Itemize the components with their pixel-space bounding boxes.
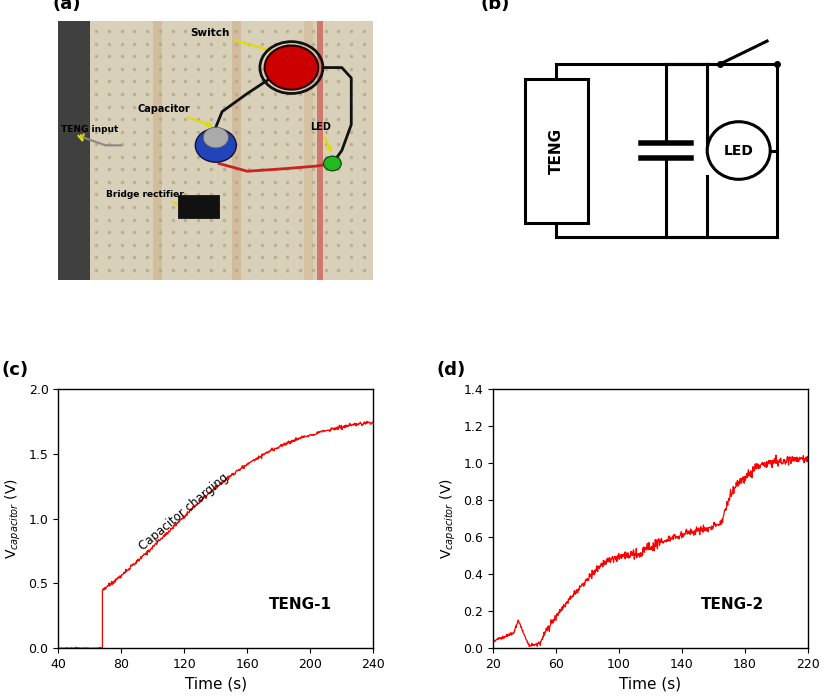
Text: TENG-1: TENG-1 <box>269 597 332 612</box>
Text: (d): (d) <box>436 360 466 378</box>
Text: Capacitor charging: Capacitor charging <box>137 471 232 553</box>
Bar <box>317 21 323 280</box>
Bar <box>152 21 162 280</box>
X-axis label: Time (s): Time (s) <box>620 677 681 691</box>
Text: TENG input: TENG input <box>62 125 119 135</box>
Circle shape <box>707 122 771 179</box>
Text: (c): (c) <box>2 360 28 378</box>
Bar <box>525 79 587 222</box>
Circle shape <box>203 127 228 148</box>
Bar <box>304 21 313 280</box>
Text: TENG: TENG <box>548 128 563 174</box>
Bar <box>178 194 219 218</box>
Bar <box>58 21 90 280</box>
Y-axis label: V$_{capacitor}$ (V): V$_{capacitor}$ (V) <box>438 478 457 559</box>
Text: (b): (b) <box>481 0 510 13</box>
Text: Switch: Switch <box>191 29 271 52</box>
Text: LED: LED <box>724 144 754 158</box>
Circle shape <box>323 156 342 171</box>
Text: LED: LED <box>311 122 332 151</box>
Text: Capacitor: Capacitor <box>137 104 211 126</box>
Y-axis label: V$_{capacitor}$ (V): V$_{capacitor}$ (V) <box>3 478 23 559</box>
Bar <box>232 21 241 280</box>
Circle shape <box>265 45 318 90</box>
Text: (a): (a) <box>52 0 81 13</box>
X-axis label: Time (s): Time (s) <box>185 677 247 691</box>
Text: TENG-2: TENG-2 <box>701 597 764 612</box>
Text: Bridge rectifier: Bridge rectifier <box>106 190 186 207</box>
Circle shape <box>195 128 237 162</box>
